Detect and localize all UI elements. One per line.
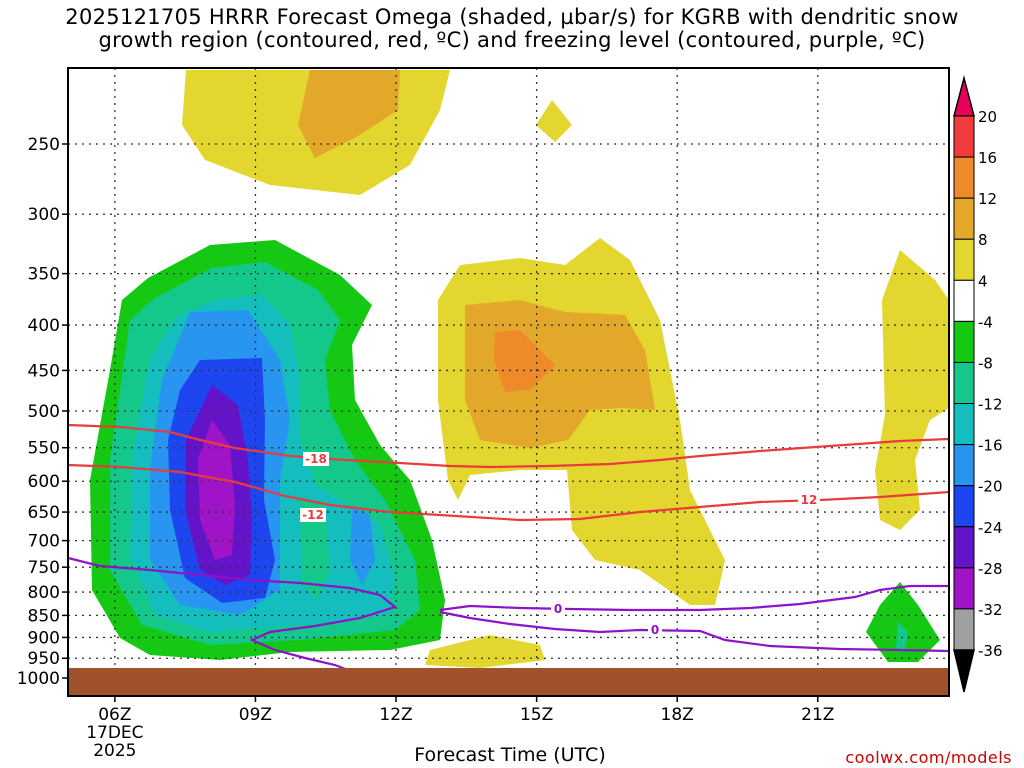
x-tick-label: 06Z [98, 705, 131, 725]
colorbar-segment [953, 403, 975, 446]
chart-title: 2025121705 HRRR Forecast Omega (shaded, … [0, 6, 1024, 52]
colorbar-segment [953, 485, 975, 528]
colorbar-label: -12 [978, 396, 1003, 414]
y-axis: 2503003504004505005506006507007508008509… [17, 135, 68, 689]
x-tick-label: 15Z [520, 705, 553, 725]
x-tick-label: 09Z [239, 705, 272, 725]
y-tick-label: 750 [28, 558, 60, 578]
freezing-level-contour-main [68, 556, 398, 672]
x-tick-date: 17DEC [86, 723, 143, 743]
colorbar-label: 4 [978, 272, 988, 290]
colorbar-segment [953, 361, 975, 405]
colorbar-segment [953, 156, 975, 199]
colorbar-bottom-arrow [953, 649, 975, 693]
dgz-label-lower-right: 12 [801, 493, 818, 507]
x-axis-title: Forecast Time (UTC) [414, 744, 606, 766]
colorbar-segment [953, 567, 975, 610]
omega-shade-cyan-pocket [300, 500, 330, 600]
colorbar-label: -28 [978, 560, 1003, 578]
colorbar-segment [953, 197, 975, 240]
colorbar-segment [953, 279, 975, 322]
y-tick-label: 800 [28, 583, 60, 603]
colorbar-label: -8 [978, 354, 993, 372]
colorbar-label: -4 [978, 313, 993, 331]
colorbar-segment [953, 608, 975, 651]
freezing-label-lower: 0 [651, 623, 659, 637]
y-tick-label: 600 [28, 472, 60, 492]
x-tick-label: 21Z [801, 705, 834, 725]
freezing-level-contour-lower [439, 610, 949, 653]
contour-lines [68, 423, 949, 672]
colorbar: 20 16 12 8 4 -4 -8 -12 -16 -20 -24 -28 -32 -36 [953, 75, 1003, 693]
chart-title-line1: 2025121705 HRRR Forecast Omega (shaded, … [65, 5, 959, 29]
colorbar-label: -16 [978, 437, 1003, 455]
y-tick-label: 1000 [17, 669, 60, 689]
y-tick-label: 650 [28, 503, 60, 523]
colorbar-segment [953, 320, 975, 363]
y-tick-label: 500 [28, 402, 60, 422]
colorbar-segment [953, 444, 975, 487]
omega-shade-yellow-bottom [425, 635, 545, 668]
dgz-label-upper: -18 [305, 452, 327, 466]
x-tick-label: 18Z [661, 705, 694, 725]
colorbar-label: -32 [978, 601, 1003, 619]
credit-text: coolwx.com/models [845, 748, 1012, 767]
y-tick-label: 700 [28, 532, 60, 552]
chart-title-line2: growth region (contoured, red, ºC) and f… [98, 28, 926, 52]
omega-shade-orange-mid [494, 330, 555, 392]
omega-shade-yellow-right [875, 250, 949, 530]
y-tick-label: 250 [28, 135, 60, 155]
colorbar-label: -20 [978, 478, 1003, 496]
colorbar-label: -36 [978, 642, 1003, 660]
terrain-ground [68, 668, 949, 696]
dgz-contour-upper [68, 423, 949, 469]
omega-shade-sky-pocket [350, 505, 375, 585]
y-tick-label: 300 [28, 205, 60, 225]
omega-shade-green-right [866, 582, 940, 662]
colorbar-label: -24 [978, 519, 1003, 537]
dgz-contour-lower [68, 463, 949, 522]
omega-shade-teal-right [896, 622, 908, 650]
y-tick-label: 900 [28, 628, 60, 648]
x-tick-label: 12Z [379, 705, 412, 725]
x-tick-year: 2025 [93, 741, 136, 761]
omega-shade-yellow-small [536, 100, 572, 142]
contour-labels: -18 -12 12 0 0 [300, 452, 820, 637]
freezing-level-contour-middle [439, 584, 949, 612]
colorbar-segment [953, 115, 975, 158]
colorbar-label: 16 [978, 149, 997, 167]
colorbar-segment [953, 238, 975, 281]
y-tick-label: 950 [28, 649, 60, 669]
plot-frame [67, 67, 950, 697]
y-tick-label: 450 [28, 361, 60, 381]
colorbar-label: 12 [978, 190, 997, 208]
omega-shade-purple [198, 420, 235, 560]
colorbar-segment [953, 526, 975, 569]
y-tick-label: 850 [28, 606, 60, 626]
y-tick-label: 350 [28, 265, 60, 285]
y-tick-label: 550 [28, 439, 60, 459]
y-tick-label: 400 [28, 316, 60, 336]
freezing-label-upper: 0 [554, 602, 562, 616]
colorbar-top-arrow [953, 75, 975, 117]
colorbar-label: 8 [978, 231, 988, 249]
omega-shade-gold-top [298, 70, 400, 158]
colorbar-label: 20 [978, 108, 997, 126]
dgz-label-lower-left: -12 [302, 508, 324, 522]
